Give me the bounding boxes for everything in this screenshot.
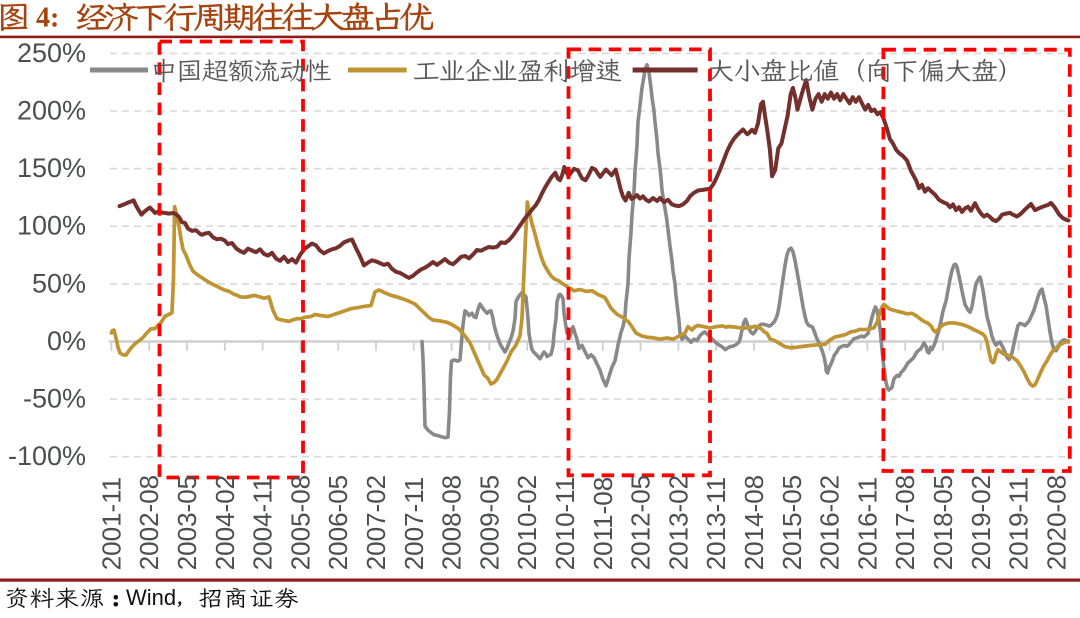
svg-text:2020-08: 2020-08 [1041,475,1071,570]
svg-text:2014-08: 2014-08 [739,475,769,570]
svg-text:2015-05: 2015-05 [777,475,807,570]
svg-text:2002-08: 2002-08 [134,475,164,570]
svg-text:2018-05: 2018-05 [928,475,958,570]
svg-text:2001-11: 2001-11 [96,477,126,571]
svg-text:2009-05: 2009-05 [474,475,504,570]
svg-text:2013-11: 2013-11 [701,477,731,571]
svg-text:2016-02: 2016-02 [815,475,845,570]
svg-text:2016-11: 2016-11 [852,477,882,571]
svg-text:4:: 4: [36,3,59,34]
svg-text:2005-08: 2005-08 [285,475,315,570]
svg-text:Wind: Wind [126,585,176,610]
svg-text:-50%: -50% [23,384,86,414]
svg-text:2010-02: 2010-02 [512,475,542,570]
svg-text:250%: 250% [17,38,86,68]
svg-text:2019-11: 2019-11 [1004,477,1034,571]
svg-text:2013-02: 2013-02 [663,475,693,570]
svg-text:2010-11: 2010-11 [550,477,580,571]
svg-text:2006-05: 2006-05 [323,475,353,570]
svg-text:2003-05: 2003-05 [172,475,202,570]
svg-text:2004-11: 2004-11 [248,477,278,571]
svg-text:2004-02: 2004-02 [210,475,240,570]
svg-text:100%: 100% [17,211,86,241]
svg-text:2012-05: 2012-05 [626,475,656,570]
svg-text:-100%: -100% [8,441,86,471]
svg-text:200%: 200% [17,96,86,126]
svg-text:2011-08: 2011-08 [588,477,618,571]
svg-text:0%: 0% [47,326,86,356]
svg-text:2007-11: 2007-11 [399,477,429,571]
svg-text:50%: 50% [32,268,86,298]
svg-text:2008-08: 2008-08 [437,475,467,570]
svg-text:2019-02: 2019-02 [966,475,996,570]
svg-text:150%: 150% [17,153,86,183]
svg-text:2007-02: 2007-02 [361,475,391,570]
svg-text:2017-08: 2017-08 [890,475,920,570]
